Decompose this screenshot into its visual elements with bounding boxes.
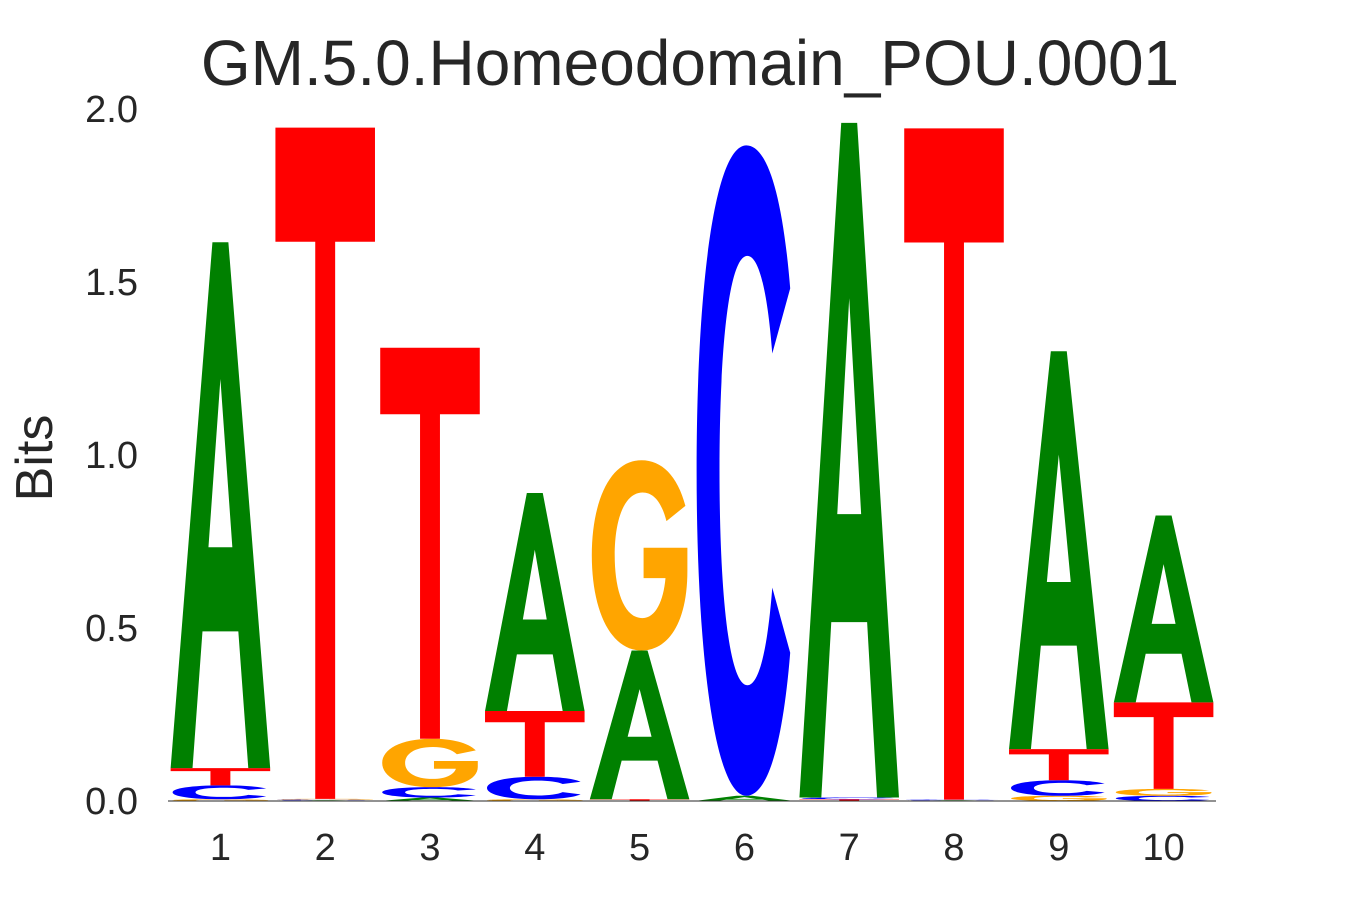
x-tick-label: 6	[734, 827, 755, 869]
letter-T	[380, 347, 480, 739]
logo-stack	[380, 347, 480, 801]
letter-C	[277, 799, 371, 801]
letter-T	[1009, 749, 1109, 781]
letter-T	[170, 768, 271, 786]
letter-T	[485, 711, 585, 777]
x-tick-label: 7	[839, 827, 860, 869]
letter-C	[801, 797, 895, 800]
logo-stacks	[170, 122, 1214, 801]
logo-stack	[589, 460, 690, 801]
y-axis-label: Bits	[6, 415, 64, 502]
y-axis-ticks: 0.0 0.5 1.0 1.5 2.0	[85, 89, 138, 823]
y-tick-label: 0.0	[85, 781, 138, 823]
letter-A	[1113, 515, 1214, 703]
letter-C	[1115, 795, 1210, 801]
logo-stack	[799, 122, 899, 801]
chart-title: GM.5.0.Homeodomain_POU.0001	[201, 27, 1179, 99]
logo-stack	[1009, 351, 1109, 801]
letter-C	[487, 776, 581, 800]
y-tick-label: 2.0	[85, 89, 138, 131]
letter-C	[696, 145, 791, 796]
letter-A	[380, 797, 480, 801]
x-tick-label: 5	[629, 827, 650, 869]
letter-C	[382, 787, 476, 798]
letter-G	[591, 460, 688, 651]
x-tick-label: 4	[524, 827, 545, 869]
letter-A	[694, 795, 795, 801]
letter-A	[799, 122, 899, 798]
y-tick-label: 1.0	[85, 435, 138, 477]
logo-stack	[1113, 515, 1214, 801]
y-tick-label: 0.5	[85, 608, 138, 650]
y-tick-label: 1.5	[85, 262, 138, 304]
letter-C	[172, 785, 267, 800]
letter-A	[170, 242, 271, 769]
x-tick-label: 8	[943, 827, 964, 869]
letter-G	[382, 738, 478, 788]
logo-stack	[275, 127, 375, 801]
x-tick-label: 2	[315, 827, 336, 869]
x-tick-label: 10	[1142, 827, 1184, 869]
letter-C	[906, 799, 1000, 801]
letter-T	[275, 127, 375, 799]
letter-A	[1009, 351, 1109, 750]
letter-G	[1011, 795, 1107, 801]
letter-G	[1115, 788, 1212, 796]
letter-C	[1011, 780, 1105, 796]
logo-stack	[170, 242, 271, 801]
logo-stack	[485, 493, 585, 801]
logo-stack	[904, 128, 1004, 801]
letter-T	[1113, 702, 1214, 789]
x-tick-label: 1	[210, 827, 231, 869]
x-axis-ticks: 1 2 3 4 5 6 7 8 9 10	[210, 827, 1185, 869]
x-tick-label: 9	[1048, 827, 1069, 869]
letter-T	[904, 128, 1004, 800]
x-tick-label: 3	[419, 827, 440, 869]
letter-G	[277, 798, 373, 800]
letter-A	[589, 650, 690, 800]
letter-A	[485, 493, 585, 712]
logo-stack	[694, 145, 795, 801]
